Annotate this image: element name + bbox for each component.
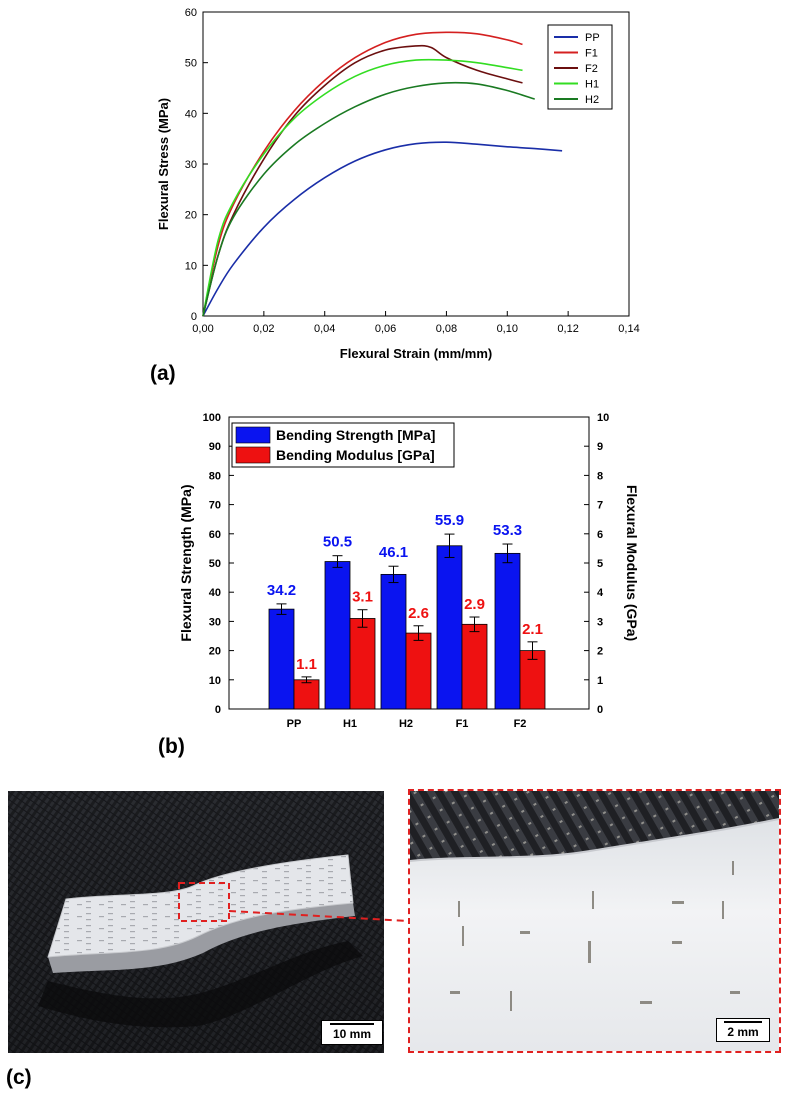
y-axis-title-right: Flexural Modulus (GPa): [624, 485, 640, 641]
y-tick-label: 30: [185, 159, 197, 171]
data-label-modulus-h2: 2.6: [408, 605, 429, 622]
bar-modulus-f2: [519, 650, 546, 710]
y-axis-title: Flexural Stress (MPa): [156, 98, 171, 230]
y-tick-label: 0: [191, 311, 197, 323]
x-tick-label-h2: H2: [399, 718, 413, 730]
y-tick-label-left: 70: [209, 500, 221, 512]
legend-label-h1: H1: [585, 79, 599, 91]
stress-strain-chart: 0,00 0,02 0,04 0,06 0,08 0,10 0,12 0,14 0 10 20 30 4…: [156, 7, 640, 361]
legend-label-modulus: Bending Modulus [GPa]: [276, 447, 435, 463]
scale-label-10mm: 10 mm: [332, 1027, 372, 1041]
x-tick-label: 0,04: [314, 323, 335, 335]
bar-modulus-f1: [461, 623, 488, 710]
x-tick-label: 0,02: [253, 323, 274, 335]
data-label-strength-pp: 34.2: [267, 582, 296, 599]
legend-label-pp: PP: [585, 32, 600, 44]
y-tick-label-left: 100: [203, 412, 221, 424]
data-label-strength-f1: 55.9: [435, 512, 464, 529]
series-line-h2: [202, 81, 535, 317]
x-tick-label-f1: F1: [456, 718, 469, 730]
x-tick-label-f2: F2: [514, 718, 527, 730]
x-axis-title: Flexural Strain (mm/mm): [340, 346, 492, 361]
panel-label-c: (c): [6, 1066, 32, 1089]
y-tick-label-right: 4: [597, 587, 604, 599]
y-tick-label-right: 0: [597, 704, 603, 716]
y-axis-title-left: Flexural Strength (MPa): [178, 484, 194, 641]
y-tick-label-left: 20: [209, 646, 221, 658]
scale-label-2mm: 2 mm: [727, 1025, 759, 1039]
y-tick-label-left: 60: [209, 529, 221, 541]
bar-strength-f1: [436, 545, 463, 710]
y-tick-label-right: 6: [597, 529, 603, 541]
bent-specimen-photo: 10 mm: [8, 791, 384, 1053]
legend-swatch-modulus: [235, 446, 271, 464]
y-tick-label: 20: [185, 210, 197, 222]
bar-strength-h1: [324, 561, 351, 710]
y-tick-label-right: 5: [597, 558, 603, 570]
zoomed-specimen-photo: 2 mm: [408, 789, 781, 1053]
y-tick-label: 40: [185, 108, 197, 120]
data-label-modulus-h1: 3.1: [352, 589, 373, 606]
bar-strength-h2: [380, 573, 407, 710]
panel-label-b: (b): [158, 735, 185, 758]
data-label-modulus-pp: 1.1: [296, 656, 317, 673]
x-tick-label: 0,00: [192, 323, 213, 335]
x-tick-label: 0,06: [375, 323, 396, 335]
bar-strength-f2: [494, 552, 521, 710]
y-tick-label-right: 9: [597, 441, 603, 453]
legend-label-f1: F1: [585, 48, 598, 60]
legend-label-f2: F2: [585, 63, 598, 75]
data-label-strength-h1: 50.5: [323, 534, 352, 551]
data-label-strength-f2: 53.3: [493, 522, 522, 539]
legend-swatch-strength: [235, 426, 271, 444]
y-tick-label: 60: [185, 7, 197, 19]
bar-modulus-pp: [293, 679, 320, 710]
x-tick-label: 0,10: [497, 323, 518, 335]
y-tick-label-right: 8: [597, 470, 603, 482]
y-tick-label-right: 7: [597, 500, 603, 512]
y-tick-label-right: 2: [597, 646, 603, 658]
y-tick-label-left: 0: [215, 704, 221, 716]
bar-chart: 0 10 20 30 40 50 60 70 80 90 100 0 1 2 3 4 5 6 7 8 9 10 Flexur…: [178, 412, 640, 730]
data-label-strength-h2: 46.1: [379, 544, 408, 561]
x-tick-label: 0,08: [436, 323, 457, 335]
data-label-modulus-f2: 2.1: [522, 621, 543, 638]
y-tick-label-left: 10: [209, 675, 221, 687]
series-line-f2: [202, 44, 523, 317]
x-tick-label-h1: H1: [343, 718, 357, 730]
scale-bar-2mm: 2 mm: [716, 1018, 770, 1042]
x-tick-label: 0,14: [618, 323, 639, 335]
x-tick-label-pp: PP: [287, 718, 302, 730]
y-tick-label-left: 50: [209, 558, 221, 570]
data-label-modulus-f1: 2.9: [464, 596, 485, 613]
bar-modulus-h2: [405, 632, 432, 710]
y-tick-label-right: 1: [597, 675, 603, 687]
legend-label-strength: Bending Strength [MPa]: [276, 427, 435, 443]
panel-label-a: (a): [150, 362, 176, 385]
series-line-pp: [202, 141, 563, 317]
y-tick-label-left: 90: [209, 441, 221, 453]
y-tick-label-right: 10: [597, 412, 609, 424]
legend-label-h2: H2: [585, 94, 599, 106]
series-line-f1: [202, 31, 523, 317]
y-tick-label: 10: [185, 260, 197, 272]
y-tick-label-left: 30: [209, 616, 221, 628]
y-tick-label-left: 40: [209, 587, 221, 599]
y-tick-label-right: 3: [597, 616, 603, 628]
y-tick-label-left: 80: [209, 470, 221, 482]
y-tick-label: 50: [185, 58, 197, 70]
scale-bar-10mm: 10 mm: [321, 1020, 383, 1045]
bar-strength-pp: [268, 608, 295, 710]
series-line-h1: [202, 58, 523, 317]
x-tick-label: 0,12: [557, 323, 578, 335]
bar-modulus-h1: [349, 618, 376, 710]
